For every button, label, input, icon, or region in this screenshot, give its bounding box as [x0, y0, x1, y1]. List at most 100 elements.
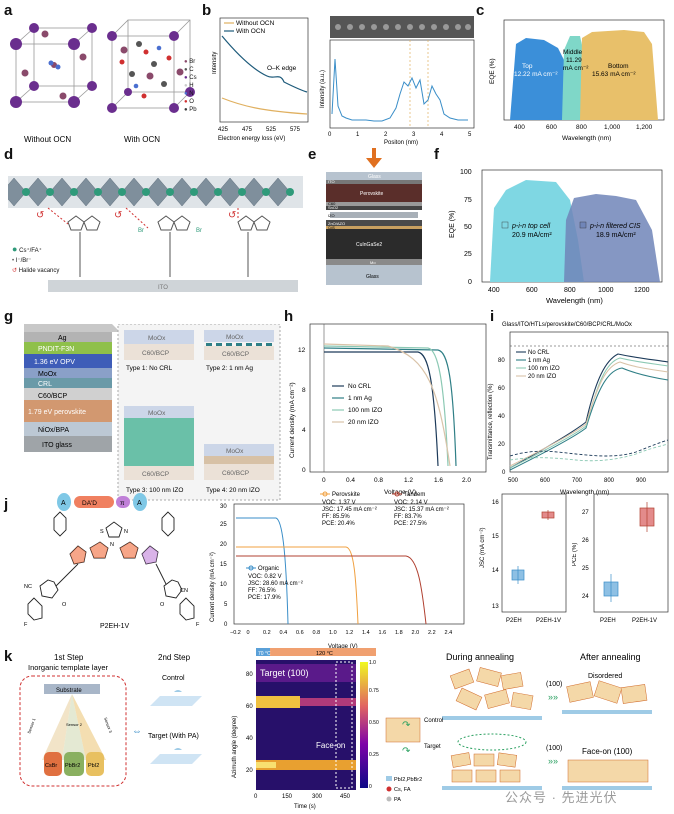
panel-label-g: g — [4, 308, 14, 325]
svg-text:PCE: 20.4%: PCE: 20.4% — [322, 521, 355, 527]
svg-text:After annealing: After annealing — [580, 652, 641, 662]
legend-n: ● N — [184, 91, 194, 97]
svg-text:P2EH: P2EH — [600, 618, 616, 624]
panel-label-e: e — [308, 146, 317, 163]
b-annotation: O–K edge — [267, 65, 297, 72]
svg-text:JSC (mA cm⁻²): JSC (mA cm⁻²) — [480, 528, 486, 569]
svg-text:0: 0 — [502, 470, 506, 476]
svg-text:PCE (%): PCE (%) — [572, 543, 578, 566]
svg-text:MoOx: MoOx — [226, 334, 244, 341]
svg-text:Voltage (V): Voltage (V) — [328, 644, 358, 650]
svg-text:Sensor 3: Sensor 3 — [103, 717, 113, 734]
j-xtick: 1.0 — [329, 630, 337, 636]
svg-text:20 nm IZO: 20 nm IZO — [528, 374, 557, 380]
j-xtick: −0.2 — [230, 630, 241, 636]
svg-text:↷: ↷ — [402, 746, 411, 757]
svg-text:P2EH-1V: P2EH-1V — [536, 618, 561, 624]
svg-text:20 nm IZO: 20 nm IZO — [348, 419, 379, 426]
svg-text:C60/BCP: C60/BCP — [38, 393, 68, 400]
svg-text:C60/BCP: C60/BCP — [222, 470, 249, 477]
b-xlabel1: Electron energy loss (eV) — [218, 136, 285, 142]
svg-text:2: 2 — [384, 132, 388, 138]
panel-g-type-boxes: MoOx C60/BCP Type 1: No CRL MoOx C60/BCP… — [117, 324, 281, 501]
svg-text:Time (s): Time (s) — [294, 804, 316, 810]
svg-text:0.4: 0.4 — [346, 477, 355, 484]
svg-text:Br: Br — [196, 228, 202, 234]
svg-text:Intensity (a.u.): Intensity (a.u.) — [320, 70, 326, 108]
b-xlabel2: Positon (nm) — [384, 140, 418, 146]
svg-text:P2EH: P2EH — [506, 618, 522, 624]
svg-text:Middle: Middle — [563, 49, 583, 56]
svg-text:C60/BCP: C60/BCP — [142, 350, 169, 357]
svg-text:1200: 1200 — [634, 287, 650, 294]
svg-text:PCE: 27.5%: PCE: 27.5% — [394, 521, 427, 527]
j-xtick: 1.6 — [379, 630, 387, 636]
svg-text:Control: Control — [162, 675, 185, 682]
panel-label-h: h — [284, 308, 294, 325]
svg-text:CdS: CdS — [328, 226, 335, 230]
svg-text:A: A — [61, 500, 66, 507]
panel-k-giwaxs-heatmap: 70 °C 120 °C Target (100) Face-on 0 0.25 0… — [232, 648, 379, 810]
svg-text:1.6: 1.6 — [434, 477, 443, 484]
svg-text:Azimuth angle (degree): Azimuth angle (degree) — [232, 716, 238, 778]
svg-text:p-i-n filtered CIS: p-i-n filtered CIS — [589, 223, 641, 230]
svg-text:FF: 76.5%: FF: 76.5% — [248, 588, 276, 594]
svg-text:0: 0 — [302, 467, 306, 474]
panel-j-jv-plot: 0 5 10 15 20 25 30 Current density (mA c… — [210, 491, 465, 650]
svg-text:Current density (mA cm⁻²): Current density (mA cm⁻²) — [289, 382, 296, 458]
svg-text:Mo: Mo — [370, 260, 376, 265]
svg-text:Face-on: Face-on — [316, 741, 345, 750]
svg-text:Bottom: Bottom — [608, 63, 629, 70]
svg-text:Br: Br — [138, 228, 144, 234]
svg-text:MoOx: MoOx — [226, 448, 244, 455]
d-legend-cation: ● Cs⁺/FA⁺ — [12, 244, 42, 254]
svg-text:20: 20 — [246, 768, 253, 774]
svg-text:11.29: 11.29 — [566, 57, 582, 64]
svg-text:Wavelength (nm): Wavelength (nm) — [546, 296, 603, 305]
svg-text:Wavelength (nm): Wavelength (nm) — [562, 135, 611, 142]
svg-text:Type 2: 1 nm Ag: Type 2: 1 nm Ag — [206, 365, 253, 372]
svg-text:↷: ↷ — [402, 720, 411, 731]
svg-text:Face-on (100): Face-on (100) — [582, 747, 633, 756]
svg-text:MoOx: MoOx — [38, 371, 57, 378]
svg-text:NC: NC — [24, 584, 32, 590]
svg-text:VOC: 0.82 V: VOC: 0.82 V — [248, 574, 282, 580]
svg-text:800: 800 — [564, 287, 576, 294]
svg-text:12.22 mA cm⁻²: 12.22 mA cm⁻² — [514, 71, 558, 78]
svg-text:120 °C: 120 °C — [316, 651, 333, 657]
panel-a-legend: ● Br ● C ● Cs ● H ● N ● O ● Pb — [184, 58, 218, 114]
svg-text:15: 15 — [492, 534, 499, 540]
svg-text:p-i-n top cell: p-i-n top cell — [511, 223, 551, 230]
svg-text:1.0: 1.0 — [369, 660, 376, 666]
panel-label-b: b — [202, 2, 212, 19]
svg-text:1.79 eV perovskite: 1.79 eV perovskite — [28, 409, 86, 416]
svg-text:Glass/ITO/HTLs/perovskite/C60/: Glass/ITO/HTLs/perovskite/C60/BCP/CRL/Mo… — [502, 322, 632, 328]
svg-text:(100): (100) — [546, 681, 562, 688]
svg-text:400: 400 — [514, 124, 525, 131]
panel-label-c: c — [476, 2, 485, 19]
j-xtick: 2.0 — [412, 630, 420, 636]
svg-text:No CRL: No CRL — [528, 350, 550, 356]
svg-text:π: π — [120, 500, 125, 507]
svg-text:1,200: 1,200 — [636, 124, 653, 131]
svg-text:↺: ↺ — [36, 210, 44, 221]
svg-text:Substrate: Substrate — [56, 688, 82, 694]
d-legend-vacancy: ↺ Halide vacancy — [12, 268, 60, 274]
svg-text:600: 600 — [540, 478, 551, 484]
svg-text:1 nm Ag: 1 nm Ag — [528, 358, 550, 364]
svg-text:Wavelength (nm): Wavelength (nm) — [560, 489, 609, 496]
svg-text:27: 27 — [582, 510, 589, 516]
svg-text:F: F — [24, 622, 28, 628]
svg-text:1000: 1000 — [598, 287, 614, 294]
svg-text:N: N — [124, 529, 128, 535]
svg-text:14: 14 — [492, 568, 499, 574]
svg-text:12: 12 — [298, 347, 306, 354]
svg-text:»»: »» — [548, 692, 558, 702]
j-xtick: 0.6 — [296, 630, 304, 636]
svg-text:800: 800 — [604, 478, 615, 484]
svg-text:100: 100 — [460, 169, 472, 176]
svg-text:C60/BCP: C60/BCP — [142, 471, 169, 478]
b-legend-with: With OCN — [236, 28, 266, 35]
svg-text:8: 8 — [302, 387, 306, 394]
a-caption-without: Without OCN — [24, 135, 71, 144]
